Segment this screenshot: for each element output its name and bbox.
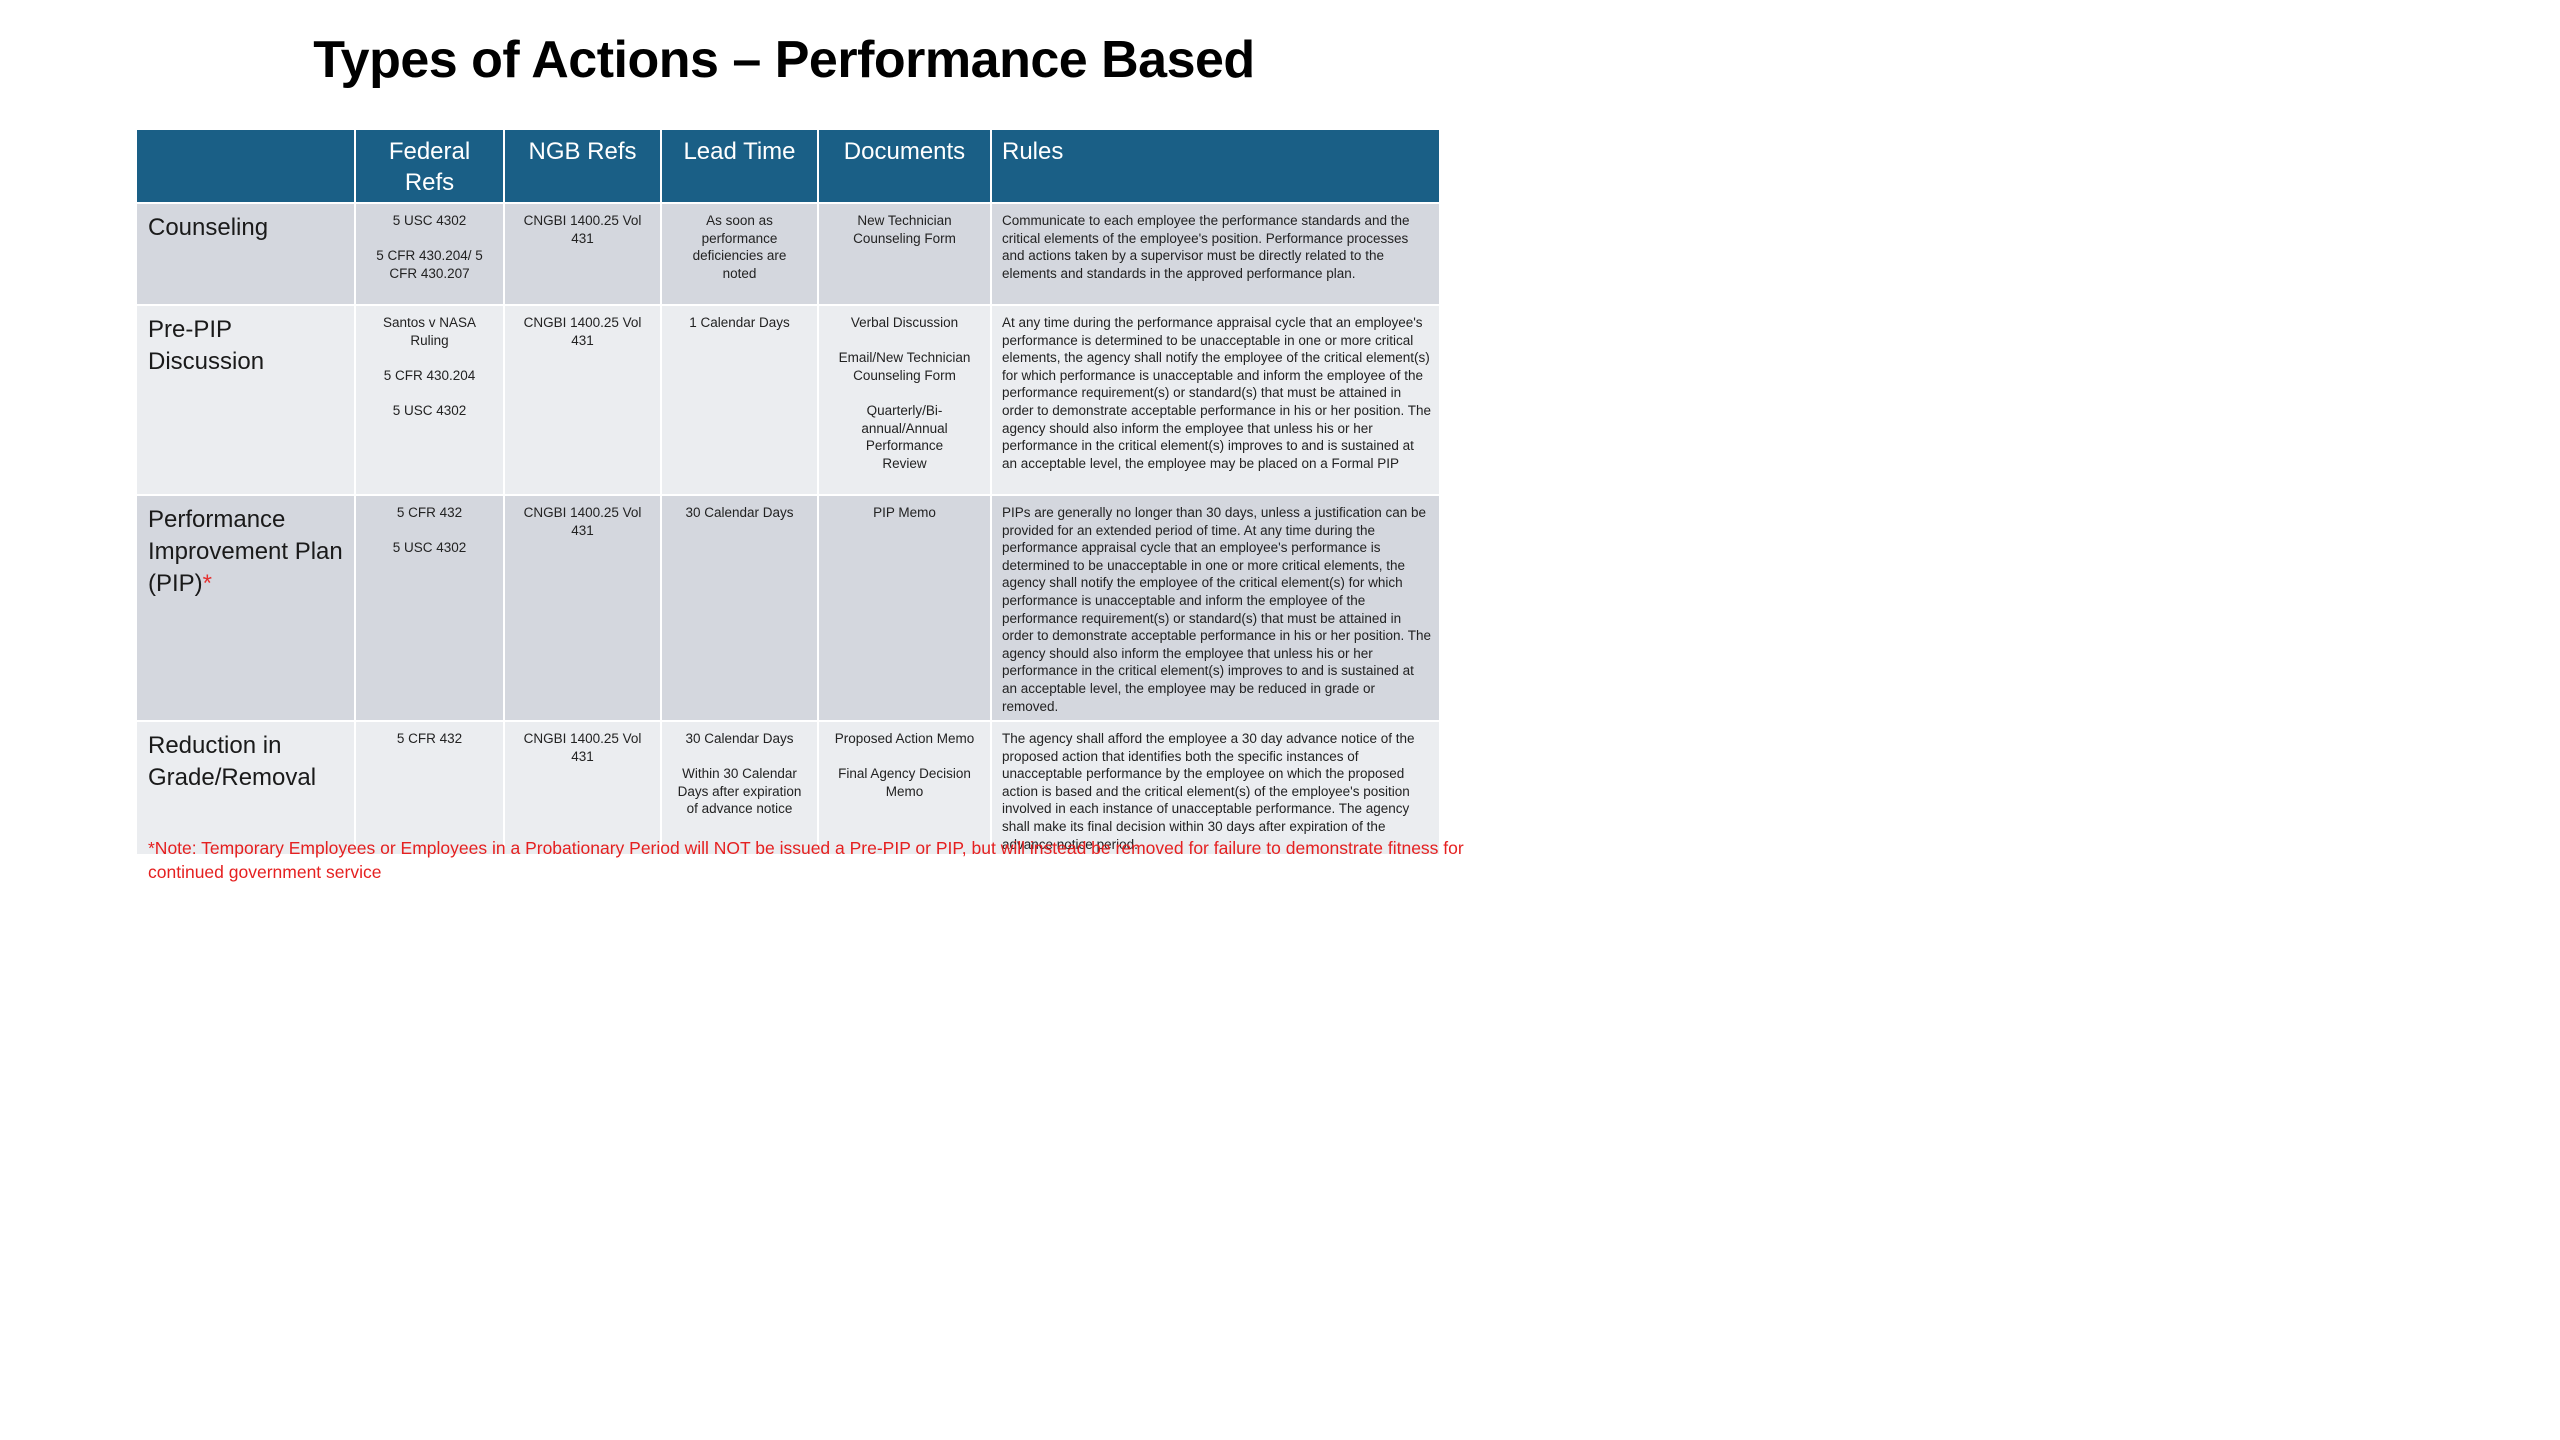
ngb-refs-cell: CNGBI 1400.25 Vol 431 xyxy=(505,204,660,304)
documents-cell: New Technician Counseling Form xyxy=(819,204,990,304)
header-lead-time: Lead Time xyxy=(662,130,817,202)
rules-cell: Communicate to each employee the perform… xyxy=(992,204,1439,304)
lead-time: As soon as performance deficiencies are … xyxy=(692,213,787,281)
ngb-refs-cell: CNGBI 1400.25 Vol 431 xyxy=(505,496,660,720)
header-documents: Documents xyxy=(819,130,990,202)
action-label: Performance Improvement Plan (PIP)* xyxy=(137,496,354,720)
document-item: Quarterly/Bi-annual/Annual Performance R… xyxy=(861,402,948,471)
federal-ref: 5 CFR 430.204/ 5 CFR 430.207 xyxy=(376,248,483,281)
lead-time-cell: 30 Calendar Days Within 30 Calendar Days… xyxy=(662,722,817,854)
lead-time: Within 30 Calendar Days after expiration… xyxy=(677,766,802,817)
footnote: *Note: Temporary Employees or Employees … xyxy=(148,838,1464,882)
ngb-refs-cell: CNGBI 1400.25 Vol 431 xyxy=(505,722,660,854)
rules-cell: The agency shall afford the employee a 3… xyxy=(992,722,1439,854)
documents-cell: Proposed Action Memo Final Agency Decisi… xyxy=(819,722,990,854)
header-rules: Rules xyxy=(992,130,1439,202)
lead-time-cell: 1 Calendar Days xyxy=(662,306,817,494)
lead-time-cell: As soon as performance deficiencies are … xyxy=(662,204,817,304)
lead-time-cell: 30 Calendar Days xyxy=(662,496,817,720)
documents-cell: PIP Memo xyxy=(819,496,990,720)
action-label-text: Performance Improvement Plan (PIP) xyxy=(148,506,343,597)
federal-refs-cell: 5 CFR 432 xyxy=(356,722,503,854)
action-label: Pre-PIP Discussion xyxy=(137,306,354,494)
document-item: Verbal Discussion xyxy=(850,315,959,330)
documents-cell: Verbal Discussion Email/New Technician C… xyxy=(819,306,990,494)
federal-ref: 5 CFR 432 xyxy=(396,731,463,746)
federal-refs-cell: 5 CFR 432 5 USC 4302 xyxy=(356,496,503,720)
federal-ref: 5 USC 4302 xyxy=(392,213,467,228)
slide-title: Types of Actions – Performance Based xyxy=(313,31,1255,89)
document-item: Email/New Technician Counseling Form xyxy=(838,350,971,383)
document-item: PIP Memo xyxy=(873,505,936,520)
header-blank xyxy=(137,130,354,202)
document-item: Final Agency Decision Memo xyxy=(838,766,971,799)
federal-ref: 5 USC 4302 xyxy=(392,402,467,418)
lead-time: 30 Calendar Days xyxy=(685,505,794,520)
asterisk-mark: * xyxy=(202,570,213,597)
federal-refs-cell: 5 USC 4302 5 CFR 430.204/ 5 CFR 430.207 xyxy=(356,204,503,304)
federal-ref: 5 CFR 430.204 xyxy=(383,367,476,383)
federal-ref: Santos v NASA Ruling xyxy=(382,315,477,348)
action-label: Counseling xyxy=(137,204,354,304)
federal-refs-cell: Santos v NASA Ruling 5 CFR 430.204 5 USC… xyxy=(356,306,503,494)
action-label: Reduction in Grade/Removal xyxy=(137,722,354,854)
header-ngb-refs: NGB Refs xyxy=(505,130,660,202)
document-item: Proposed Action Memo xyxy=(834,731,975,746)
header-federal-refs: Federal Refs xyxy=(356,130,503,202)
actions-table: Federal Refs NGB Refs Lead Time Document… xyxy=(137,130,1439,854)
federal-ref: 5 CFR 432 xyxy=(396,505,463,520)
ngb-refs-cell: CNGBI 1400.25 Vol 431 xyxy=(505,306,660,494)
lead-time: 1 Calendar Days xyxy=(689,315,790,330)
rules-cell: At any time during the performance appra… xyxy=(992,306,1439,494)
rules-cell: PIPs are generally no longer than 30 day… xyxy=(992,496,1439,720)
lead-time: 30 Calendar Days xyxy=(685,731,794,746)
document-item: New Technician Counseling Form xyxy=(853,213,956,246)
federal-ref: 5 USC 4302 xyxy=(392,540,467,556)
